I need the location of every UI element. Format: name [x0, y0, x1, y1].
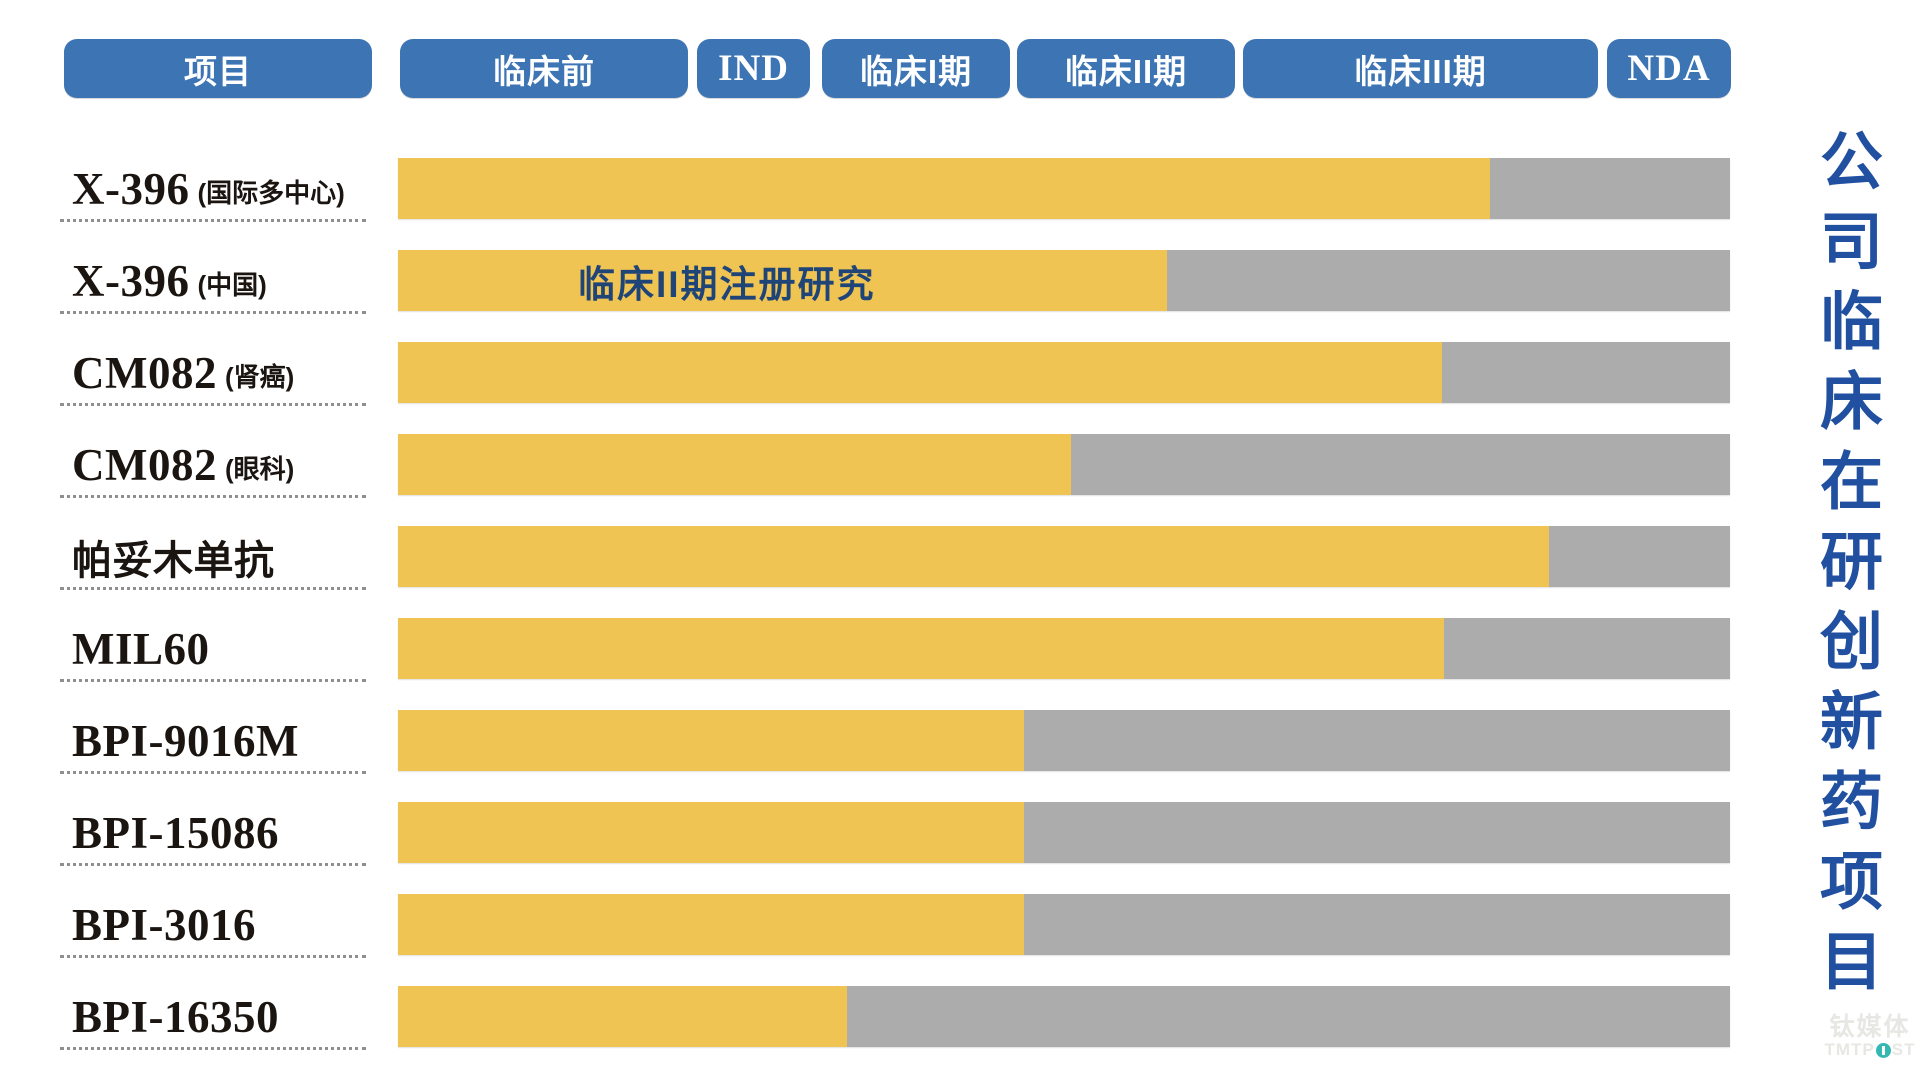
label-underline [60, 495, 366, 498]
watermark-en-pre: TMTP [1824, 1040, 1875, 1059]
project-row-cm082-eye: CM082 (眼科) [0, 434, 1921, 498]
watermark-brand-en: TMTP ST [1822, 1040, 1918, 1060]
progress-fill [398, 710, 1025, 771]
progress-fill [398, 158, 1491, 219]
project-name: BPI-3016 [72, 899, 256, 950]
column-header-phase2: 临床II期 [1017, 39, 1235, 98]
progress-fill [398, 894, 1025, 955]
progress-fill [398, 986, 847, 1047]
project-row-cm082-renal: CM082 (肾癌) [0, 342, 1921, 406]
progress-fill [398, 250, 1167, 311]
label-underline [60, 403, 366, 406]
progress-bar [398, 434, 1730, 495]
label-underline [60, 219, 366, 222]
project-name: BPI-15086 [72, 807, 279, 858]
project-subtitle: (中国) [197, 270, 267, 300]
progress-bar [398, 158, 1730, 219]
project-label: BPI-15086 [72, 802, 392, 863]
column-header-nda: NDA [1607, 39, 1731, 98]
project-subtitle: (肾癌) [224, 362, 295, 392]
project-name: BPI-9016M [72, 715, 299, 766]
project-row-mil60: MIL60 [0, 618, 1921, 682]
project-label: CM082 (肾癌) [72, 342, 392, 403]
project-row-x396-intl: X-396 (国际多中心) [0, 158, 1921, 222]
project-label: X-396 (中国) [72, 250, 392, 311]
tmtpost-watermark: 钛媒体 TMTP ST [1822, 1014, 1918, 1060]
progress-fill [398, 802, 1025, 863]
project-row-patumumab: 帕妥木单抗 [0, 526, 1921, 590]
tmtpost-o-icon [1875, 1042, 1891, 1058]
project-label: CM082 (眼科) [72, 434, 392, 495]
project-name: X-396 [72, 163, 190, 214]
column-header-project: 项目 [64, 39, 372, 98]
progress-bar [398, 710, 1730, 771]
progress-bar [398, 986, 1730, 1047]
project-label: MIL60 [72, 618, 392, 679]
label-underline [60, 863, 366, 866]
project-name: CM082 [72, 439, 217, 490]
progress-fill [398, 526, 1549, 587]
project-label: 帕妥木单抗 [72, 526, 392, 587]
project-label: X-396 (国际多中心) [72, 158, 392, 219]
project-name: BPI-16350 [72, 991, 279, 1042]
project-row-bpi15086: BPI-15086 [0, 802, 1921, 866]
column-header-phase1: 临床I期 [822, 39, 1010, 98]
column-header-phase3: 临床III期 [1243, 39, 1598, 98]
label-underline [60, 955, 366, 958]
progress-bar [398, 802, 1730, 863]
label-underline [60, 771, 366, 774]
project-label: BPI-9016M [72, 710, 392, 771]
project-name: 帕妥木单抗 [72, 538, 275, 583]
project-row-bpi9016m: BPI-9016M [0, 710, 1921, 774]
watermark-brand-cn: 钛媒体 [1829, 1013, 1911, 1041]
progress-bar [398, 618, 1730, 679]
label-underline [60, 311, 366, 314]
project-subtitle: (眼科) [224, 454, 295, 484]
project-row-x396-china: X-396 (中国) 临床II期注册研究 [0, 250, 1921, 314]
watermark-en-post: ST [1891, 1040, 1916, 1059]
label-underline [60, 679, 366, 682]
progress-bar: 临床II期注册研究 [398, 250, 1730, 311]
column-header-ind: IND [697, 39, 810, 98]
project-label: BPI-3016 [72, 894, 392, 955]
progress-fill [398, 434, 1071, 495]
label-underline [60, 587, 366, 590]
project-name: X-396 [72, 255, 190, 306]
project-row-bpi16350: BPI-16350 [0, 986, 1921, 1050]
label-underline [60, 1047, 366, 1050]
project-label: BPI-16350 [72, 986, 392, 1047]
project-row-bpi3016: BPI-3016 [0, 894, 1921, 958]
project-name: MIL60 [72, 623, 210, 674]
progress-bar [398, 342, 1730, 403]
project-subtitle: (国际多中心) [197, 178, 345, 208]
project-name: CM082 [72, 347, 217, 398]
bar-annotation: 临床II期注册研究 [578, 263, 876, 305]
progress-fill [398, 618, 1444, 679]
chart-title-vertical: 公司临床在研创新药项目 [1811, 128, 1881, 1008]
column-header-preclinical: 临床前 [400, 39, 688, 98]
progress-fill [398, 342, 1443, 403]
progress-bar [398, 894, 1730, 955]
progress-bar [398, 526, 1730, 587]
